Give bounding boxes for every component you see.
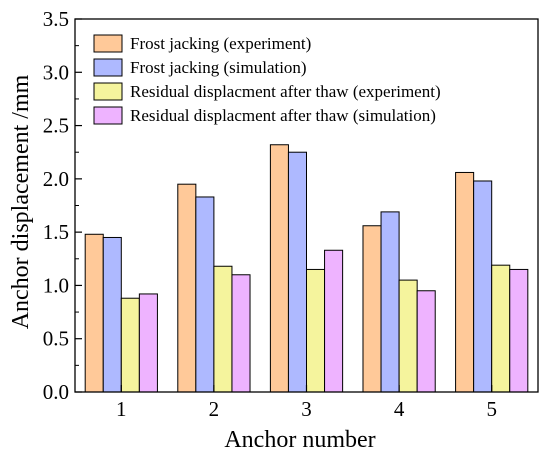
bar-series-3-anchor-5 — [491, 264, 511, 393]
y-axis-title: Anchor displacement /mm — [8, 74, 34, 329]
bar-series-2-anchor-3 — [287, 151, 308, 393]
legend-swatch-3 — [93, 82, 123, 101]
x-tick-label: 3 — [301, 397, 312, 421]
bar-series-3-anchor-1 — [120, 297, 140, 393]
bar-series-3-anchor-2 — [213, 265, 233, 393]
y-tick-label: 2.0 — [43, 167, 69, 191]
bar-series-4-anchor-3 — [324, 249, 344, 393]
bar-series-2-anchor-5 — [473, 180, 493, 393]
y-tick-label: 0.0 — [43, 380, 69, 404]
legend: Frost jacking (experiment) Frost jacking … — [93, 34, 441, 125]
y-tick-label: 3.5 — [43, 7, 69, 31]
x-tick-label: 5 — [486, 397, 497, 421]
bar-series-1-anchor-2 — [177, 183, 197, 393]
legend-label-2: Frost jacking (simulation) — [130, 58, 307, 77]
legend-swatch-1 — [93, 34, 123, 53]
legend-swatch-4 — [93, 106, 123, 125]
x-tick-label: 4 — [394, 397, 405, 421]
y-tick-label: 2.5 — [43, 114, 69, 138]
legend-label-3: Residual displacment after thaw (experim… — [130, 82, 441, 101]
bar-series-4-anchor-2 — [231, 274, 251, 393]
legend-label-1: Frost jacking (experiment) — [130, 34, 311, 53]
bar-series-1-anchor-4 — [362, 225, 382, 393]
x-tick-label: 1 — [116, 397, 127, 421]
x-tick-label: 2 — [209, 397, 220, 421]
bar-series-2-anchor-4 — [380, 211, 400, 393]
bar-series-4-anchor-5 — [509, 268, 529, 393]
bar-series-2-anchor-2 — [195, 196, 215, 393]
y-tick-label: 1.5 — [43, 220, 69, 244]
x-axis-title: Anchor number — [224, 427, 375, 453]
bar-series-4-anchor-1 — [138, 293, 158, 393]
bar-series-1-anchor-1 — [84, 233, 104, 393]
bars-layer — [84, 144, 529, 393]
bar-series-3-anchor-3 — [306, 268, 326, 393]
axes-layer: 0.0 0.5 1.0 1.5 2.0 2.5 3.0 3.5 1 2 3 4 5 — [43, 7, 539, 421]
bar-series-4-anchor-4 — [416, 290, 436, 393]
y-tick-label: 1.0 — [43, 273, 69, 297]
y-tick-label: 0.5 — [43, 327, 69, 351]
bar-series-1-anchor-5 — [455, 171, 475, 393]
bar-series-2-anchor-1 — [102, 236, 122, 393]
bar-series-3-anchor-4 — [398, 279, 418, 393]
bar-series-1-anchor-3 — [269, 144, 289, 393]
legend-label-4: Residual displacment after thaw (simulat… — [130, 106, 436, 125]
legend-swatch-2 — [93, 58, 123, 77]
y-tick-label: 3.0 — [43, 60, 69, 84]
